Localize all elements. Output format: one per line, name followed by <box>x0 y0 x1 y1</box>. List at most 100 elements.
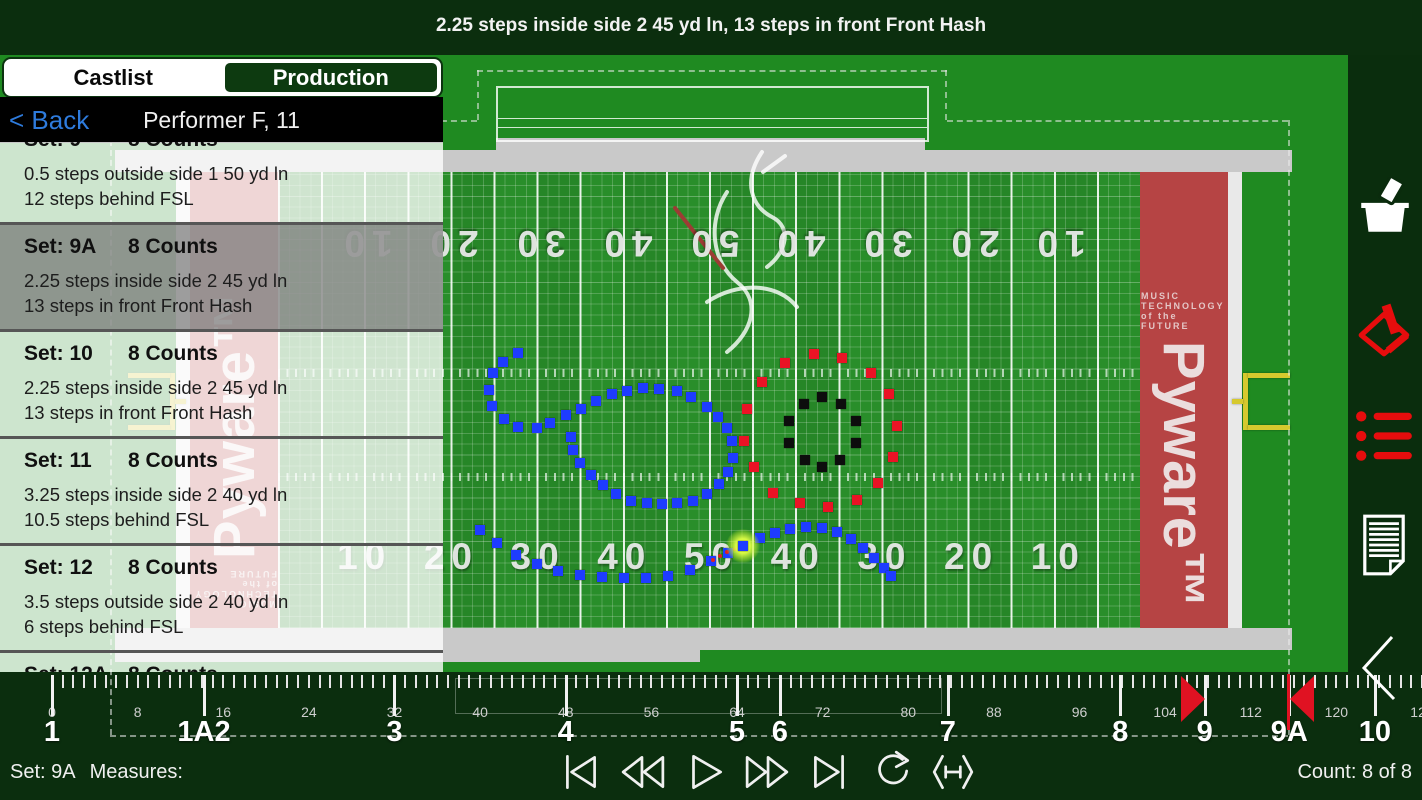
performer-dot[interactable] <box>642 498 652 508</box>
back-button[interactable]: < Back <box>9 105 90 135</box>
performer-dot[interactable] <box>801 522 811 532</box>
performer-dot[interactable] <box>575 458 585 468</box>
performer-dot[interactable] <box>785 524 795 534</box>
performer-dot[interactable] <box>728 453 738 463</box>
paint-bucket-icon[interactable] <box>1354 301 1416 363</box>
performer-dot[interactable] <box>576 404 586 414</box>
performer-dot[interactable] <box>597 572 607 582</box>
performer-dot[interactable] <box>622 386 632 396</box>
performer-dot[interactable] <box>770 528 780 538</box>
performer-dot[interactable] <box>566 432 576 442</box>
performer-dot[interactable] <box>755 533 765 543</box>
performer-dot[interactable] <box>809 349 819 359</box>
ruler-set-label[interactable]: 8 <box>1112 716 1129 748</box>
performer-dot[interactable] <box>714 479 724 489</box>
performer-dot[interactable] <box>851 438 861 448</box>
performer-dot[interactable] <box>511 550 521 560</box>
performer-dot[interactable] <box>869 553 879 563</box>
set-list-item[interactable]: Set: 12 8 Counts 3.5 steps outside side 2 … <box>0 543 443 650</box>
performer-dot[interactable] <box>591 396 601 406</box>
performer-dot[interactable] <box>663 571 673 581</box>
performer-dot[interactable] <box>611 489 621 499</box>
rewind-button[interactable] <box>620 749 666 795</box>
performer-dot[interactable] <box>727 436 737 446</box>
performer-dot[interactable] <box>832 527 842 537</box>
performer-dot[interactable] <box>799 399 809 409</box>
performer-dot[interactable] <box>492 538 502 548</box>
skip-to-end-button[interactable] <box>806 749 852 795</box>
playback-end-marker[interactable] <box>1290 676 1315 722</box>
performer-dot[interactable] <box>817 392 827 402</box>
performer-dot[interactable] <box>641 573 651 583</box>
performer-dot[interactable] <box>626 496 636 506</box>
performer-dot[interactable] <box>866 368 876 378</box>
performer-dot[interactable] <box>513 422 523 432</box>
performer-dot[interactable] <box>545 418 555 428</box>
playback-start-marker[interactable] <box>1180 676 1205 722</box>
performer-dot[interactable] <box>532 559 542 569</box>
set-list-item[interactable]: Set: 11 8 Counts 3.25 steps inside side 2 … <box>0 436 443 543</box>
selected-performer-dot[interactable] <box>738 541 748 551</box>
performer-dot[interactable] <box>553 566 563 576</box>
performer-dot[interactable] <box>879 563 889 573</box>
performer-dot[interactable] <box>851 416 861 426</box>
ballot-box-icon[interactable] <box>1354 175 1416 239</box>
skip-to-start-button[interactable] <box>558 749 604 795</box>
performer-dot[interactable] <box>795 498 805 508</box>
performer-dot[interactable] <box>685 565 695 575</box>
performer-dot[interactable] <box>817 462 827 472</box>
performer-dot[interactable] <box>499 414 509 424</box>
performer-dot[interactable] <box>823 502 833 512</box>
performer-dot[interactable] <box>484 385 494 395</box>
performer-dot[interactable] <box>702 489 712 499</box>
performer-dot[interactable] <box>852 495 862 505</box>
performer-dot[interactable] <box>702 402 712 412</box>
performer-dot[interactable] <box>657 499 667 509</box>
performer-dot[interactable] <box>768 488 778 498</box>
performer-dot[interactable] <box>835 455 845 465</box>
performer-dot[interactable] <box>713 412 723 422</box>
fit-range-button[interactable] <box>930 749 976 795</box>
performer-dot[interactable] <box>672 498 682 508</box>
performer-dot[interactable] <box>513 348 523 358</box>
performer-dot[interactable] <box>532 423 542 433</box>
performer-dot[interactable] <box>858 543 868 553</box>
set-list-item[interactable]: Set: 98 Counts 0.5 steps outside side 1 5… <box>0 142 443 222</box>
performer-dot[interactable] <box>742 404 752 414</box>
performer-dot[interactable] <box>817 523 827 533</box>
loop-button[interactable] <box>868 749 914 795</box>
performer-dot[interactable] <box>749 462 759 472</box>
performer-dot[interactable] <box>873 478 883 488</box>
performer-dot[interactable] <box>619 573 629 583</box>
collapse-left-icon[interactable] <box>1354 633 1416 701</box>
performer-dot[interactable] <box>723 467 733 477</box>
ruler-set-label[interactable]: 1 <box>43 716 61 748</box>
performer-dot[interactable] <box>561 410 571 420</box>
performer-dot[interactable] <box>846 534 856 544</box>
performer-dot[interactable] <box>686 392 696 402</box>
performer-dot[interactable] <box>488 368 498 378</box>
performer-dot[interactable] <box>498 357 508 367</box>
tab-production[interactable]: Production <box>222 61 439 94</box>
performer-dot[interactable] <box>739 436 749 446</box>
ruler-set-label[interactable]: 6 <box>771 716 788 748</box>
performer-dot[interactable] <box>688 496 698 506</box>
performer-dot[interactable] <box>586 470 596 480</box>
ruler-set-label[interactable]: 3 <box>386 716 403 748</box>
performer-dot[interactable] <box>672 386 682 396</box>
performer-dot[interactable] <box>780 358 790 368</box>
performer-dot[interactable] <box>598 480 608 490</box>
set-list-item[interactable]: Set: 10 8 Counts 2.25 steps inside side 2 … <box>0 329 443 436</box>
performer-dot[interactable] <box>784 438 794 448</box>
performer-dot[interactable] <box>654 384 664 394</box>
play-button[interactable] <box>682 749 728 795</box>
performer-dot[interactable] <box>886 571 896 581</box>
ruler-set-label[interactable]: 10 <box>1358 716 1392 748</box>
performer-dot[interactable] <box>575 570 585 580</box>
document-icon[interactable] <box>1354 513 1416 576</box>
performer-dot[interactable] <box>607 389 617 399</box>
performer-dot[interactable] <box>784 416 794 426</box>
ruler-set-label[interactable]: 9 <box>1196 716 1213 748</box>
ruler-set-label[interactable]: 5 <box>728 716 746 748</box>
set-list-item[interactable]: Set: 12A8 Counts <box>0 650 443 672</box>
